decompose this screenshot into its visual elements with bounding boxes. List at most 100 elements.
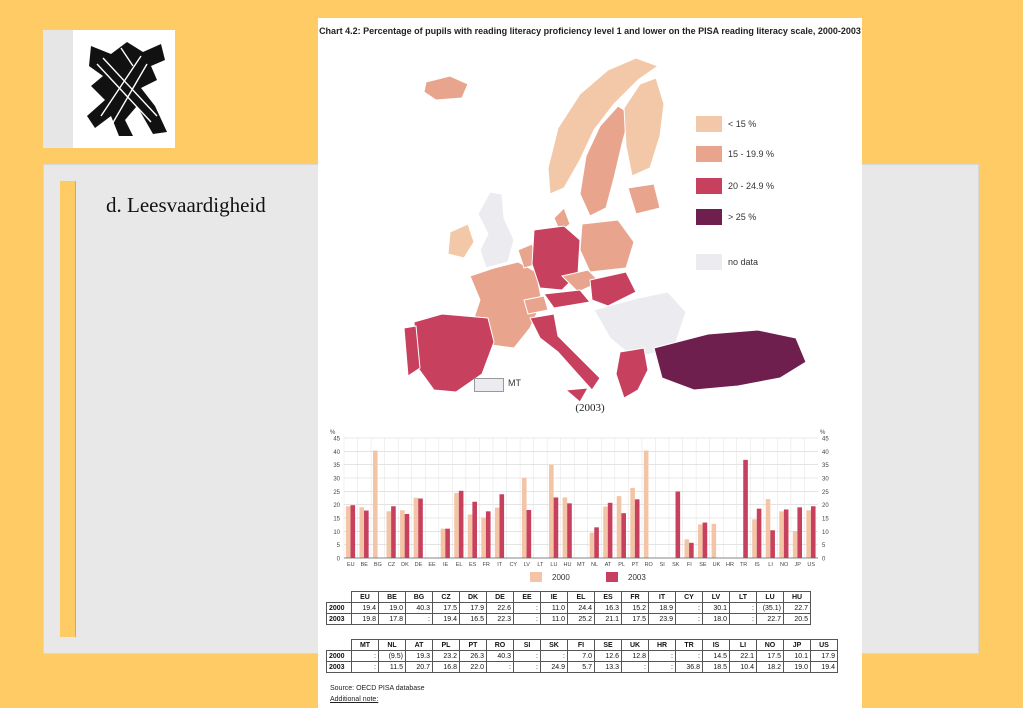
x-tick-label: FI (687, 562, 692, 568)
table-column-header: AT (405, 639, 433, 651)
table-column-header: EL (567, 591, 595, 603)
bar (702, 522, 708, 558)
table-row: 2003 19.8 17.8:19.4 16.5 22.3:11.0 25.2 21.1 17… (326, 613, 811, 625)
bar (594, 527, 599, 558)
table-column-header: EU (351, 591, 379, 603)
bar (499, 494, 505, 558)
bar (364, 510, 369, 558)
bar-legend-2003: 2003 (606, 572, 646, 582)
table-row-label: 2003 (326, 613, 352, 625)
bar (589, 532, 595, 558)
bar (494, 507, 500, 558)
table-cell: 18.5 (702, 661, 730, 673)
table-row: 2000: (9.5) 19.3 23.2 26.3 40.3::7.0 12.6 12.8:… (326, 650, 838, 662)
table-cell: : (648, 650, 676, 662)
table-column-header: TR (675, 639, 703, 651)
bar-chart: 0 0 5 5 10 10 15 15 20 20 25 25 30 30 35 35 40 40 45 45% % EU… (330, 430, 829, 568)
x-tick-label: PL (618, 562, 625, 568)
table-cell: : (351, 650, 379, 662)
table-column-header: BG (405, 591, 433, 603)
y-tick-label: 15 (822, 517, 829, 523)
x-tick-label: EU (347, 562, 355, 568)
table-cell: 10.1 (783, 650, 811, 662)
x-tick-label: SK (672, 562, 680, 568)
bar (521, 477, 527, 558)
y-tick-label: 35 (822, 463, 829, 469)
bar (445, 528, 450, 558)
bar (526, 510, 532, 558)
table-column-header: HU (783, 591, 811, 603)
bar (698, 524, 703, 558)
table-column-header: NO (756, 639, 784, 651)
bar (765, 499, 771, 558)
x-tick-label: HR (726, 562, 734, 568)
table-cell: 23.9 (648, 613, 676, 625)
table-column-header: IT (648, 591, 676, 603)
table-row: 2003:11.5 20.7 16.8 22.0::24.9 5.7 13.3::36.8… (326, 661, 838, 673)
table-cell: 18.2 (756, 661, 784, 673)
legend-label: 15 - 19.9 % (728, 149, 775, 159)
bar (634, 499, 640, 558)
table-row-label: 2003 (326, 661, 352, 673)
table-cell: 22.1 (729, 650, 757, 662)
map-region-turkey (653, 329, 807, 391)
table-cell: 20.7 (405, 661, 433, 673)
legend-swatch (696, 116, 722, 132)
table-cell: 22.7 (756, 613, 784, 625)
bar (350, 505, 356, 558)
bar (752, 519, 757, 558)
table-column-header: LU (756, 591, 784, 603)
map-region-poland (579, 219, 635, 273)
table-cell: : (621, 661, 649, 673)
table-cell: 25.2 (567, 613, 595, 625)
y-tick-label: 45 (822, 437, 829, 443)
bar (779, 511, 784, 558)
table-cell: 11.0 (540, 602, 568, 614)
bar-legend-2000: 2000 (530, 572, 570, 582)
map-legend-item: < 15 % (696, 116, 756, 132)
table-cell: : (513, 613, 541, 625)
table-header-row: EU BE BG CZ DK DE EE IE EL ES FR IT CY LV LT LU HU (327, 591, 811, 603)
table-column-header: CY (675, 591, 703, 603)
table-cell: 17.9 (810, 650, 838, 662)
x-tick-label: US (807, 562, 815, 568)
map-region-norway (547, 57, 660, 195)
y-tick-label: 0 (337, 557, 341, 563)
map-region-finland (623, 77, 665, 177)
legend-label: no data (728, 257, 759, 267)
bar (485, 511, 491, 558)
table-column-header: IE (540, 591, 568, 603)
x-tick-label: FR (483, 562, 490, 568)
bar (711, 523, 717, 558)
y-axis-label: % (820, 430, 826, 436)
table-cell: 19.8 (351, 613, 379, 625)
table-cell: 14.5 (702, 650, 730, 662)
legend-swatch (696, 146, 722, 162)
table-cell: : (675, 602, 703, 614)
table-column-header: US (810, 639, 838, 651)
y-tick-label: 35 (333, 463, 340, 469)
x-tick-label: JP (794, 562, 801, 568)
y-tick-label: 20 (822, 503, 829, 509)
table-cell: 21.1 (594, 613, 622, 625)
table-cell: 19.4 (351, 602, 379, 614)
bar (481, 517, 486, 558)
bar (391, 506, 396, 558)
x-tick-label: IE (443, 562, 449, 568)
accent-bar (60, 181, 76, 637)
table-corner (327, 640, 352, 651)
table-cell: 11.0 (540, 613, 568, 625)
bar (770, 530, 775, 558)
bar (684, 539, 690, 558)
table-cell: 22.0 (459, 661, 487, 673)
map-region-switzerland (523, 295, 549, 315)
table-column-header: HR (648, 639, 676, 651)
table-column-header: FR (621, 591, 649, 603)
x-tick-label: IT (497, 562, 503, 568)
table-cell: 12.6 (594, 650, 622, 662)
bar (743, 459, 748, 558)
map-region-portugal (403, 325, 421, 377)
y-tick-label: 40 (333, 450, 340, 456)
table-column-header: UK (621, 639, 649, 651)
map-region-italy (529, 313, 601, 391)
